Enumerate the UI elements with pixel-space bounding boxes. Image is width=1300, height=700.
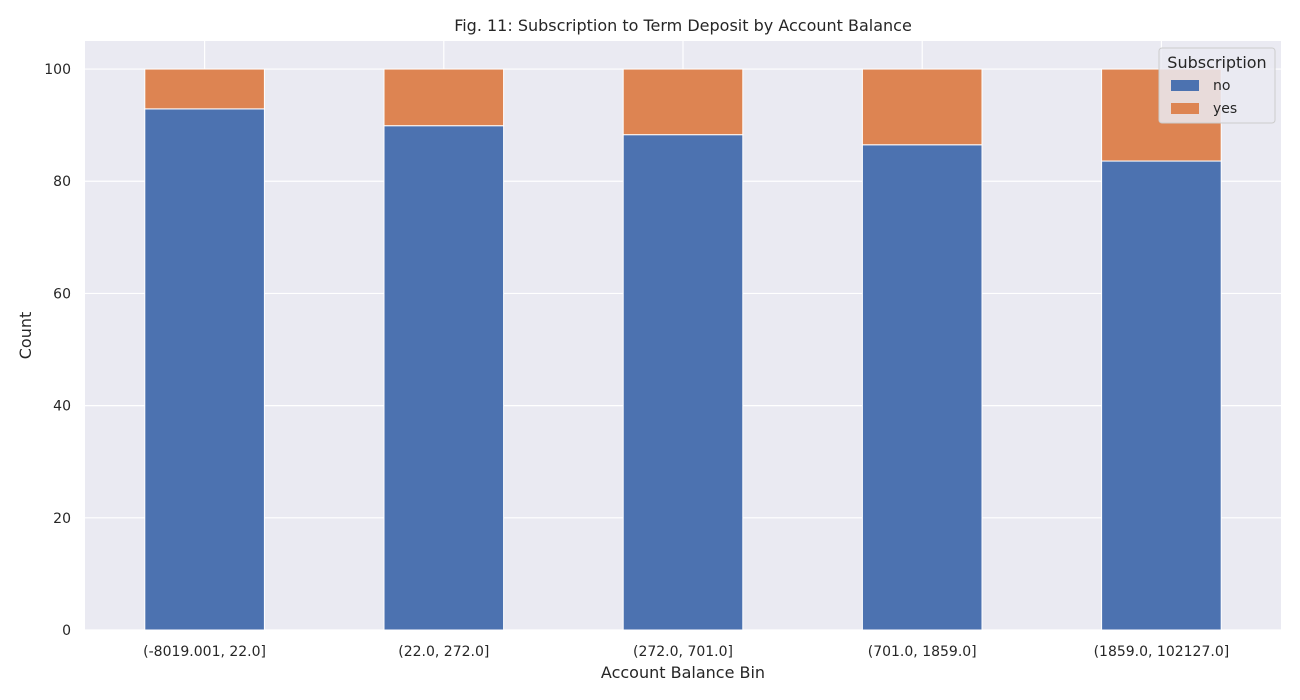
legend-label-yes: yes <box>1213 101 1237 117</box>
bar-yes-3 <box>861 68 983 146</box>
bar-no-4 <box>1101 160 1222 631</box>
legend-swatch-no <box>1171 80 1199 91</box>
bars-group <box>144 68 1222 631</box>
x-tick-label: (22.0, 272.0] <box>398 644 489 660</box>
x-tick-label: (272.0, 701.0] <box>633 644 733 660</box>
x-axis-label: Account Balance Bin <box>601 663 765 682</box>
bar-no-1 <box>383 125 505 631</box>
x-axis-ticks: (-8019.001, 22.0] (22.0, 272.0] (272.0, 70… <box>143 644 1229 660</box>
y-tick-label: 80 <box>53 174 71 190</box>
chart-title: Fig. 11: Subscription to Term Deposit by… <box>454 16 912 35</box>
bar-no-2 <box>622 134 744 631</box>
bar-no-3 <box>861 144 983 631</box>
bar-yes-2 <box>622 68 744 136</box>
legend-label-no: no <box>1213 78 1230 94</box>
y-axis-ticks: 0 20 40 60 80 100 <box>44 62 71 639</box>
legend: Subscription no yes <box>1158 47 1276 124</box>
y-tick-label: 0 <box>62 623 71 639</box>
y-tick-label: 60 <box>53 286 71 302</box>
x-tick-label: (701.0, 1859.0] <box>868 644 977 660</box>
y-axis-label: Count <box>16 312 35 360</box>
x-tick-label: (1859.0, 102127.0] <box>1094 644 1230 660</box>
x-tick-label: (-8019.001, 22.0] <box>143 644 266 660</box>
legend-swatch-yes <box>1171 103 1199 114</box>
legend-items: no yes <box>1171 78 1237 117</box>
bar-yes-0 <box>144 68 265 110</box>
y-tick-label: 40 <box>53 399 71 415</box>
bar-no-0 <box>144 108 265 631</box>
y-tick-label: 100 <box>44 62 71 78</box>
legend-title: Subscription <box>1167 53 1266 72</box>
bar-yes-1 <box>383 68 505 127</box>
y-tick-label: 20 <box>53 511 71 527</box>
